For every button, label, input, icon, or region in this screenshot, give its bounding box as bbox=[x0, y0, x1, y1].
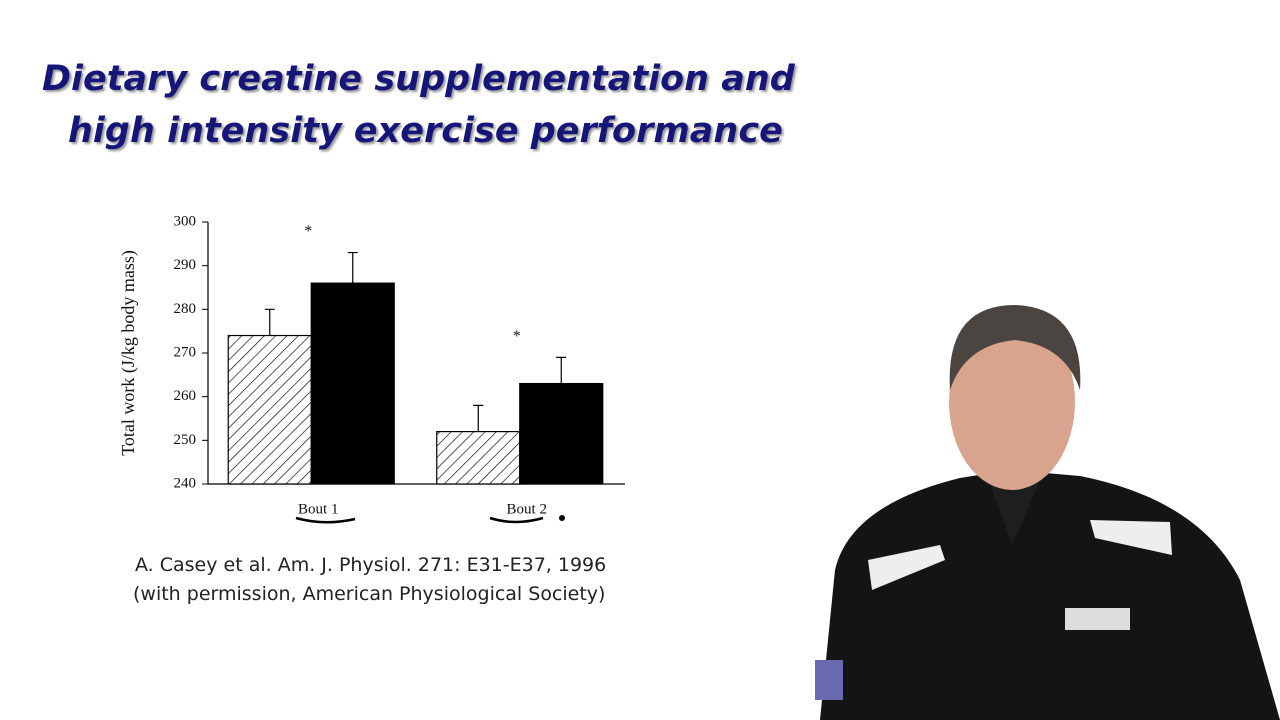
bar bbox=[519, 382, 604, 485]
y-tick-label: 240 bbox=[174, 475, 197, 491]
y-tick-label: 250 bbox=[174, 432, 197, 448]
bar bbox=[310, 282, 395, 485]
y-tick-label: 280 bbox=[174, 301, 197, 317]
bar bbox=[436, 431, 521, 485]
x-tick-label: Bout 2 bbox=[507, 501, 547, 517]
citation: A. Casey et al. Am. J. Physiol. 271: E31… bbox=[135, 554, 606, 576]
significance-mark: * bbox=[304, 223, 312, 240]
error-bar bbox=[473, 404, 484, 432]
error-bar bbox=[264, 308, 275, 336]
handwritten-underline bbox=[489, 516, 544, 524]
y-tick-label: 290 bbox=[174, 257, 197, 273]
citation: (with permission, American Physiological… bbox=[133, 583, 605, 605]
error-bar bbox=[347, 251, 358, 284]
handwritten-underline bbox=[295, 516, 356, 524]
slide-title-line: high intensity exercise performance bbox=[68, 111, 783, 151]
presenter bbox=[815, 305, 1280, 720]
significance-mark: * bbox=[513, 328, 521, 345]
chart: Total work (J/kg body mass) 240 250 260 270 2… bbox=[118, 213, 625, 517]
y-tick-label: 300 bbox=[174, 213, 197, 229]
handwritten-dot bbox=[559, 515, 565, 521]
y-tick-label: 260 bbox=[174, 388, 197, 404]
error-bar bbox=[556, 356, 567, 384]
y-axis-label: Total work (J/kg body mass) bbox=[118, 250, 139, 456]
x-tick-label: Bout 1 bbox=[298, 501, 338, 517]
slide-title-line: Dietary creatine supplementation and bbox=[42, 59, 796, 99]
y-tick-label: 270 bbox=[174, 344, 197, 360]
bar bbox=[227, 334, 312, 485]
